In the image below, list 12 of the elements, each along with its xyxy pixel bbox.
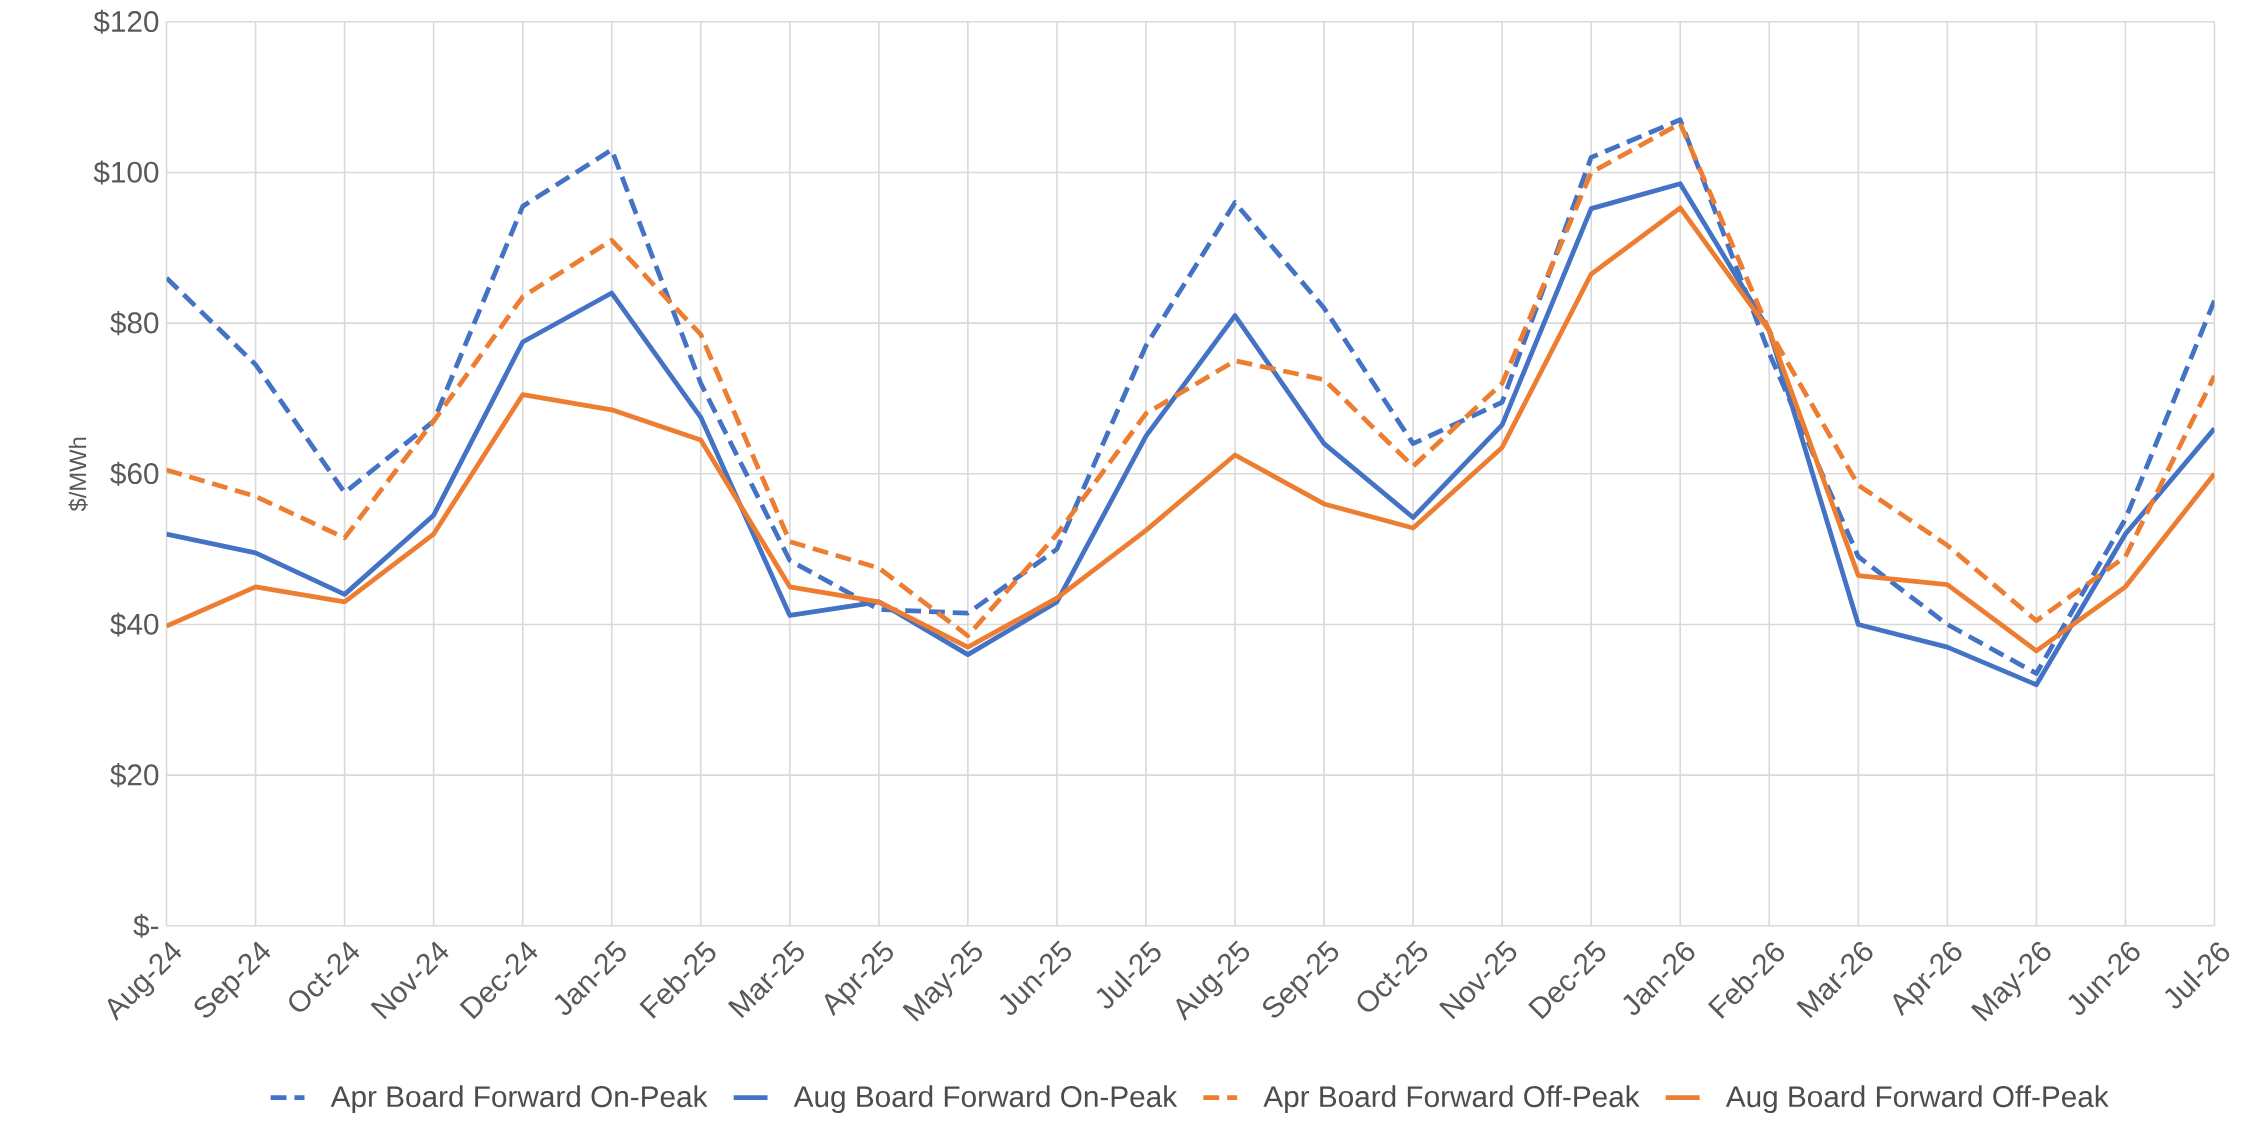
y-tick-label: $-: [133, 913, 159, 938]
y-tick-label: $20: [110, 763, 159, 788]
legend-label: Aug Board Forward Off-Peak: [1725, 1085, 2109, 1113]
legend-label: Apr Board Forward On-Peak: [330, 1085, 708, 1113]
y-tick-label: $120: [93, 9, 159, 34]
y-tick-label: $60: [110, 461, 159, 486]
y-axis-title: $/MWh: [68, 437, 88, 512]
legend-label: Aug Board Forward On-Peak: [793, 1085, 1178, 1113]
legend-label: Apr Board Forward Off-Peak: [1263, 1085, 1640, 1113]
y-tick-label: $40: [110, 612, 159, 637]
y-tick-label: $80: [110, 311, 159, 336]
y-tick-label: $100: [93, 160, 159, 185]
